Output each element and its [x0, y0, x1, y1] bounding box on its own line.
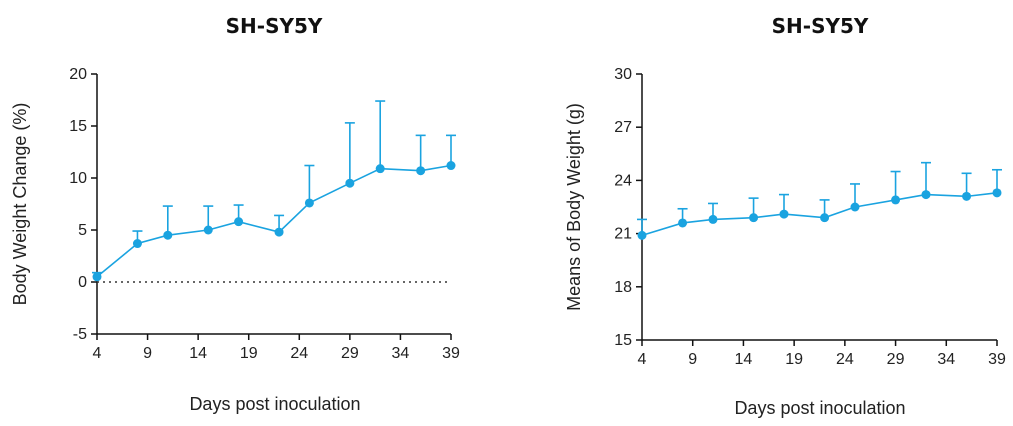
series-line	[641, 192, 998, 237]
data-point	[163, 230, 173, 240]
y-tick-label: 24	[614, 172, 632, 189]
data-point	[345, 178, 355, 188]
x-tick-label: 29	[341, 345, 359, 362]
x-axis-label: Days post inoculation	[189, 394, 360, 414]
data-point	[92, 272, 102, 282]
x-tick-label: 14	[189, 345, 207, 362]
x-tick-label: 9	[688, 351, 697, 368]
y-tick-label: -5	[73, 326, 87, 343]
data-point	[962, 191, 972, 201]
x-tick-label: 24	[290, 345, 308, 362]
x-tick-label: 34	[937, 351, 955, 368]
chart-panel-mean-body-weight: SH-SY5Y Means of Body Weight (g) Days po…	[564, 14, 1006, 418]
y-tick-label: 15	[614, 332, 632, 349]
data-point	[779, 209, 789, 219]
data-point	[678, 218, 688, 228]
x-tick-label: 4	[638, 351, 647, 368]
data-point	[274, 227, 284, 237]
x-axis-label: Days post inoculation	[734, 398, 905, 418]
chart-title: SH-SY5Y	[226, 14, 323, 38]
x-tick-label: 34	[392, 345, 410, 362]
data-point	[304, 198, 314, 208]
x-tick-label: 4	[93, 345, 102, 362]
y-axis-label: Body Weight Change (%)	[10, 103, 30, 306]
data-point	[921, 190, 931, 200]
y-tick-label: 21	[614, 226, 632, 243]
x-tick-label: 9	[143, 345, 152, 362]
y-tick-label: 15	[69, 118, 87, 135]
data-point	[891, 195, 901, 205]
x-tick-label: 19	[785, 351, 803, 368]
x-tick-label: 19	[240, 345, 258, 362]
series-line	[96, 164, 452, 278]
x-tick-label: 14	[735, 351, 753, 368]
data-point	[850, 202, 860, 212]
data-point	[708, 214, 718, 224]
y-tick-label: 18	[614, 279, 632, 296]
chart-panel-body-weight-change: SH-SY5Y Body Weight Change (%) Days post…	[10, 14, 460, 414]
chart-title: SH-SY5Y	[772, 14, 869, 38]
y-tick-label: 30	[614, 66, 632, 83]
x-tick-label: 29	[887, 351, 905, 368]
data-point	[992, 188, 1002, 198]
data-point	[446, 161, 456, 171]
y-tick-label: 5	[78, 222, 87, 239]
data-point	[820, 213, 830, 223]
y-tick-label: 27	[614, 119, 632, 136]
x-tick-label: 39	[442, 345, 460, 362]
data-point	[637, 230, 647, 240]
y-tick-label: 0	[78, 274, 87, 291]
y-tick-label: 20	[69, 66, 87, 83]
y-axis-label: Means of Body Weight (g)	[564, 103, 584, 311]
data-point	[132, 239, 142, 249]
data-point	[416, 166, 426, 176]
data-point	[234, 217, 244, 227]
x-tick-label: 24	[836, 351, 854, 368]
y-tick-label: 10	[69, 170, 87, 187]
data-point	[749, 213, 759, 223]
data-point	[375, 164, 385, 174]
x-tick-label: 39	[988, 351, 1006, 368]
data-point	[203, 225, 213, 235]
